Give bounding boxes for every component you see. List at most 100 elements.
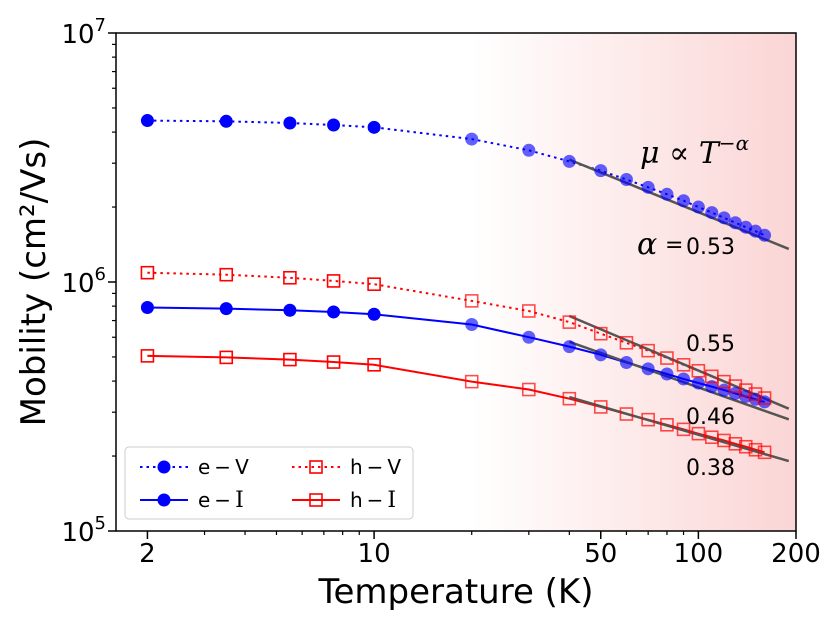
data-point-1-6 [522,330,536,344]
data-point-0-15 [717,211,731,225]
data-point-2-1 [219,267,234,282]
y-tick-label: 106 [61,264,106,299]
data-point-2-11 [660,351,674,365]
alpha-equals: = [665,233,683,258]
data-point-2-16 [728,379,743,393]
data-point-0-14 [705,206,719,220]
data-point-3-7 [562,391,577,406]
data-point-2-18 [748,387,763,401]
legend-marker-2 [157,493,171,507]
data-point-3-18 [748,442,763,457]
data-point-1-5 [465,318,479,332]
data-point-1-8 [594,348,608,362]
data-point-0-4 [367,120,381,134]
data-point-0-17 [739,220,753,234]
data-point-2-12 [676,358,691,372]
alpha-symbol: α [637,227,657,262]
y-tick-label: 107 [61,15,106,50]
data-point-0-13 [691,200,705,214]
data-point-3-3 [326,355,341,369]
y-tick-label: 105 [61,513,106,548]
data-point-3-5 [464,374,479,389]
data-point-1-10 [641,362,655,376]
legend-label-3: h − I [350,488,396,513]
fit-alpha-label-2: 0.46 [686,405,735,430]
data-point-0-10 [641,180,655,194]
data-point-3-17 [738,439,753,454]
legend-box [124,446,414,520]
data-point-2-13 [691,363,706,378]
data-point-3-1 [219,350,234,365]
fit-alpha-label-1: 0.55 [686,332,735,357]
data-point-3-11 [660,417,674,432]
x-axis-title: Temperature (K) [317,572,593,612]
x-tick-label: 2 [139,539,156,569]
data-point-2-0 [140,265,155,280]
data-point-0-19 [758,228,772,242]
data-point-1-9 [619,356,633,370]
data-point-1-0 [140,300,154,314]
data-point-1-3 [327,305,341,319]
x-tick-label: 200 [771,539,821,569]
data-point-0-5 [465,132,479,146]
data-point-3-10 [641,412,655,427]
data-point-0-2 [283,116,297,130]
data-point-2-19 [757,391,772,405]
data-point-0-16 [728,216,742,230]
data-point-2-17 [738,383,753,397]
data-point-0-9 [619,173,633,187]
data-point-2-4 [367,277,381,291]
data-point-0-7 [562,154,576,168]
x-tick-label: 100 [674,539,724,569]
data-point-3-16 [728,436,743,451]
data-point-0-12 [677,194,691,208]
data-point-1-14 [705,380,719,394]
data-point-0-11 [660,187,674,201]
data-point-0-3 [327,118,341,132]
y-axis-title: Mobility (cm²/Vs) [14,138,54,427]
data-point-3-8 [593,400,608,414]
x-tick-label: 50 [584,539,617,569]
data-point-1-19 [758,395,772,409]
data-point-2-9 [619,335,634,350]
fit-alpha-label-3: 0.38 [686,456,735,481]
data-point-2-2 [283,270,297,285]
data-point-1-13 [691,376,705,390]
data-point-0-8 [594,164,608,178]
data-point-2-10 [641,343,655,358]
data-point-1-12 [677,372,691,386]
data-point-2-6 [522,304,536,318]
legend-label-2: e − I [198,488,244,513]
data-point-3-9 [619,407,634,421]
data-point-0-6 [522,143,536,157]
data-point-3-12 [676,422,691,437]
legend-label-0: e − V [198,455,249,479]
data-point-3-13 [691,426,706,441]
legend-marker-3 [309,493,323,507]
data-point-1-11 [660,367,674,381]
legend-label-1: h − V [350,455,401,479]
data-point-0-0 [140,114,154,128]
fit-alpha-label-0: 0.53 [686,235,735,260]
data-point-2-8 [593,326,608,341]
data-point-3-19 [757,445,772,460]
data-point-3-6 [522,382,536,397]
data-point-0-1 [219,114,233,128]
legend-marker-0 [157,460,171,474]
data-point-1-16 [728,386,742,400]
data-point-1-1 [219,302,233,316]
data-point-1-4 [367,307,381,321]
data-point-3-4 [367,358,381,372]
data-point-2-3 [326,274,341,288]
formula-annotation: μ ∝ T−α [640,131,750,171]
data-point-2-5 [464,294,479,308]
data-point-2-7 [562,315,577,329]
legend-marker-1 [309,460,323,474]
x-tick-label: 10 [358,539,391,569]
data-point-3-2 [283,352,297,367]
shaded-region [471,33,796,531]
data-point-1-2 [283,303,297,317]
data-point-1-7 [562,340,576,354]
